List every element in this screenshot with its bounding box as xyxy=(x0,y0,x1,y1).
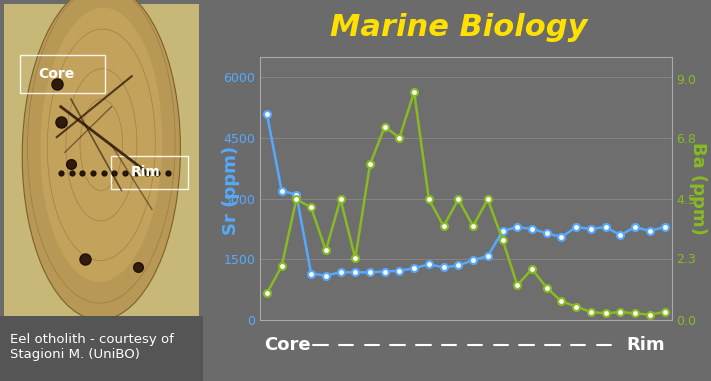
Bar xyxy=(0,316,203,381)
Text: Eel otholith - courtesy of
Stagioni M. (UniBO): Eel otholith - courtesy of Stagioni M. (… xyxy=(10,333,174,361)
Bar xyxy=(112,156,188,189)
Ellipse shape xyxy=(41,8,162,282)
Text: Sr (ppm): Sr (ppm) xyxy=(222,146,240,235)
Bar xyxy=(4,4,198,316)
Text: Ba (ppm): Ba (ppm) xyxy=(690,142,707,235)
Bar xyxy=(20,55,105,93)
Text: Marine Biology: Marine Biology xyxy=(330,13,587,42)
Text: Core: Core xyxy=(264,336,310,354)
Text: Core: Core xyxy=(38,67,75,81)
Ellipse shape xyxy=(22,0,181,320)
Text: Rim: Rim xyxy=(131,165,161,179)
Text: Rim: Rim xyxy=(626,336,665,354)
